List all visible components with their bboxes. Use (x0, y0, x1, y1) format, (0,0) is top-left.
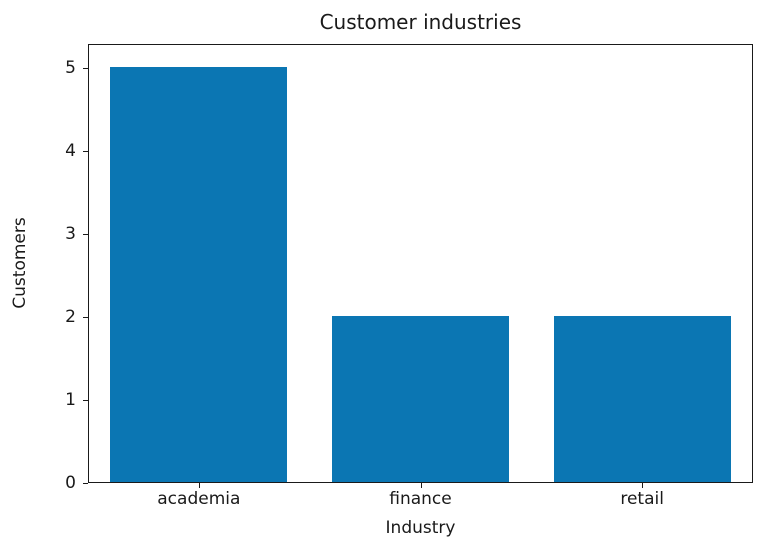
chart-title: Customer industries (319, 10, 522, 34)
x-tick-label-academia: academia (157, 489, 241, 509)
x-tick-label-finance: finance (389, 489, 452, 509)
y-tick-label-5: 5 (65, 58, 76, 79)
y-tick-mark (83, 483, 88, 484)
y-tick-mark (83, 400, 88, 401)
bar-academia (110, 67, 288, 482)
x-tick-label-retail: retail (620, 489, 664, 509)
plot-area (88, 44, 753, 483)
y-tick-mark (83, 234, 88, 236)
y-tick-mark (83, 68, 88, 70)
y-tick-label-3: 3 (65, 224, 76, 245)
x-tick-mark (642, 483, 644, 488)
x-tick-mark (420, 483, 422, 488)
x-tick-mark (198, 483, 200, 488)
bar-retail (553, 316, 731, 482)
x-axis-label: Industry (385, 518, 456, 538)
y-tick-mark (83, 151, 88, 153)
y-tick-label-2: 2 (65, 307, 76, 328)
y-tick-label-1: 1 (65, 390, 76, 410)
y-tick-label-0: 0 (65, 473, 76, 493)
y-tick-label-4: 4 (65, 141, 76, 162)
bar-finance (331, 316, 510, 482)
y-axis-label: Customers (10, 217, 30, 309)
y-tick-mark (83, 317, 88, 319)
